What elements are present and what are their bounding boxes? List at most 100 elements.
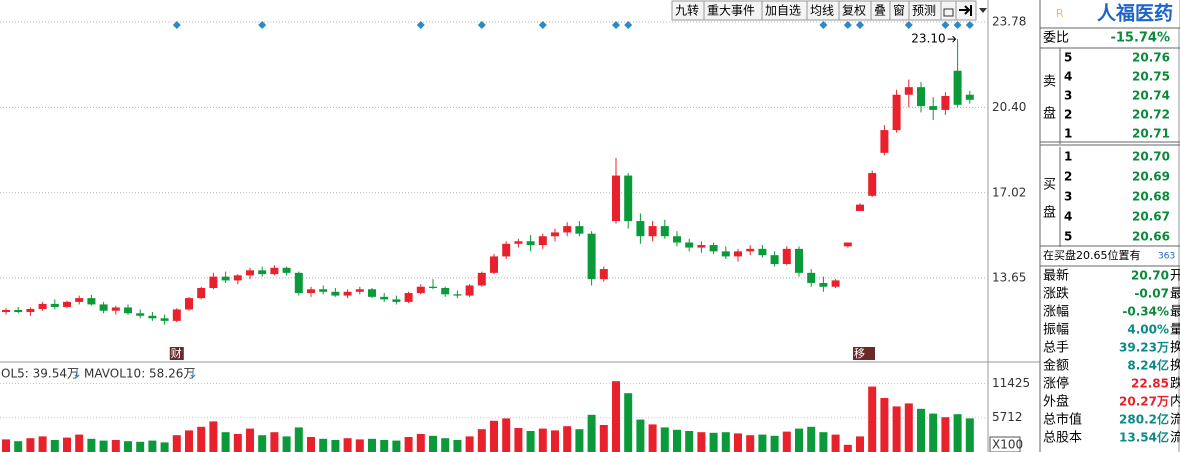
candle-body [563,226,572,233]
toolbar-label[interactable]: 均线 [810,4,834,18]
toolbar-button[interactable] [908,0,942,21]
quote-label: 总手 [1043,341,1069,356]
candle-body [246,270,254,276]
volume-bar [368,438,376,452]
quote-label: 总股本 [1043,431,1082,446]
toolbar-icons[interactable] [940,0,987,21]
candle-body [551,232,559,237]
volume-bar [587,414,596,452]
stock-name: 人福医药 [1097,2,1173,25]
volume-bar [307,437,315,452]
event-marker[interactable] [624,21,633,29]
volume-bar [319,438,328,452]
candle-body [721,251,730,257]
volume-bar [343,438,352,452]
event-marker[interactable] [953,21,962,29]
candle-body [270,267,279,275]
quote-value: 280.2亿 [1119,412,1169,427]
toolbar-label[interactable]: 窗 [893,4,905,18]
quote-value: 8.24亿 [1127,358,1169,373]
candle-body [697,245,706,248]
toolbar-label[interactable]: 重大事件 [707,4,755,18]
candle-body [75,298,84,302]
volume-bar [819,432,828,452]
legend-arrow: ↓ [72,367,82,381]
expand-icon [959,5,972,16]
candle-body [465,285,474,296]
info-text: 在买盘20.65位置有 [1043,248,1141,262]
volume-bar [709,432,718,452]
event-marker[interactable] [477,21,486,29]
annotation-box [853,347,875,360]
book-price: 20.71 [1132,127,1170,141]
quote-value: 20.27万 [1119,395,1169,409]
book-level: 1 [1064,150,1072,164]
event-marker[interactable] [843,21,852,29]
lock-icon [943,8,954,17]
volume-bar [538,428,547,452]
candle-body [99,304,108,311]
volume-bar [782,431,791,452]
quote-suffix: 最 [1170,287,1180,302]
event-marker[interactable] [416,21,425,29]
annotation: 财 [171,346,182,360]
book-label: 盘 [1043,106,1056,122]
candle-body [172,309,181,321]
vol-legend: MAVOL10: 58.26万 [84,367,195,381]
candle-body [880,130,889,153]
header-bg [1041,0,1179,28]
candle-body [929,106,938,110]
event-marker[interactable] [965,21,974,29]
book-price: 20.72 [1132,108,1170,122]
y-tick-label: 5712 [992,410,1023,424]
volume-bar [246,428,254,452]
volume-bar [673,429,681,452]
event-marker[interactable] [856,21,864,29]
event-marker[interactable] [904,21,913,29]
toolbar-label[interactable]: 九转 [675,3,699,18]
volume-bar [87,438,96,452]
event-marker[interactable] [538,21,547,29]
volume-bar [355,439,364,452]
event-marker[interactable] [819,21,828,29]
volume-bar [575,429,584,452]
dropdown-icon[interactable] [979,8,987,13]
book-level: 4 [1064,210,1072,224]
book-level: 2 [1064,108,1072,122]
volume-bar [14,441,23,452]
event-marker[interactable] [612,21,620,29]
event-marker[interactable] [941,21,950,29]
volume-bar [685,431,694,452]
toolbar-label[interactable]: 预测 [912,4,936,18]
volume-bar [63,437,71,452]
volume-bar [526,431,535,452]
volume-bar [258,435,267,452]
toolbar-label[interactable]: 复权 [842,4,866,18]
event-marker[interactable] [172,21,181,29]
volume-bar [124,441,132,452]
candle-body [380,296,389,300]
volume-unit: X100 [992,438,1023,452]
candle-body [221,276,230,281]
candle-body [282,267,291,273]
toolbar-label[interactable]: 叠 [874,4,886,18]
event-marker[interactable] [258,21,267,29]
quote-suffix: 换 [1170,359,1180,374]
toolbar-label[interactable]: 加自选 [765,4,801,18]
candle-body [734,251,742,257]
candle-body [124,307,132,314]
quote-value: 13.54亿 [1119,430,1169,445]
candle-body [819,282,828,287]
candle-body [355,289,364,292]
candle-body [807,272,816,283]
volume-bar [612,381,620,452]
volume-bar [294,427,303,452]
lock-button[interactable] [940,0,957,21]
book-level: 4 [1064,70,1072,84]
candle-body [14,309,23,312]
quote-suffix: 流 [1170,431,1180,446]
volume-bar [697,432,706,452]
volume-bar [599,425,608,452]
quote-label: 外盘 [1043,394,1069,410]
